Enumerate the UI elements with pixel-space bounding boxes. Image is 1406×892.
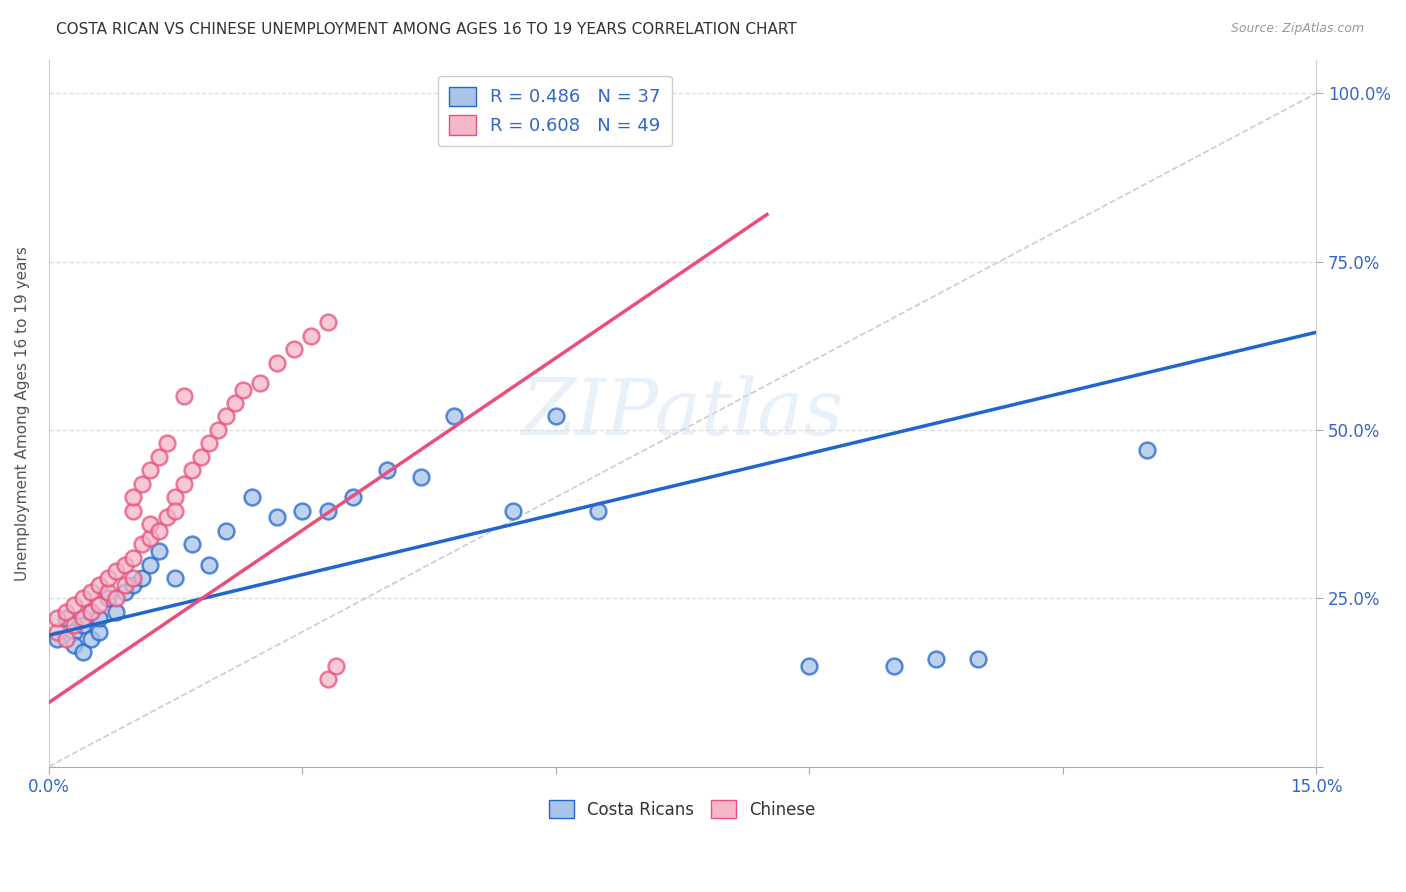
Point — [72, 645, 94, 659]
Point — [181, 537, 204, 551]
Point — [114, 578, 136, 592]
Point — [97, 591, 120, 606]
Point — [131, 537, 153, 551]
Point — [316, 672, 339, 686]
Point — [139, 558, 162, 572]
Point — [443, 409, 465, 424]
Point — [139, 517, 162, 532]
Point — [46, 632, 69, 646]
Point — [325, 658, 347, 673]
Text: ZIPatlas: ZIPatlas — [522, 375, 844, 451]
Point — [63, 598, 86, 612]
Point — [316, 315, 339, 329]
Point — [72, 618, 94, 632]
Point — [72, 611, 94, 625]
Point — [114, 558, 136, 572]
Point — [224, 396, 246, 410]
Point — [89, 598, 111, 612]
Point — [80, 632, 103, 646]
Point — [105, 605, 128, 619]
Point — [80, 584, 103, 599]
Point — [46, 624, 69, 639]
Point — [148, 524, 170, 538]
Point — [198, 436, 221, 450]
Point — [299, 328, 322, 343]
Point — [97, 571, 120, 585]
Point — [502, 504, 524, 518]
Point — [55, 605, 77, 619]
Point — [63, 639, 86, 653]
Point — [1136, 443, 1159, 458]
Point — [173, 476, 195, 491]
Point — [122, 578, 145, 592]
Point — [63, 618, 86, 632]
Point — [283, 342, 305, 356]
Point — [63, 624, 86, 639]
Point — [122, 504, 145, 518]
Point — [46, 611, 69, 625]
Point — [156, 436, 179, 450]
Point — [80, 605, 103, 619]
Point — [105, 564, 128, 578]
Point — [586, 504, 609, 518]
Point — [799, 658, 821, 673]
Point — [342, 490, 364, 504]
Text: Source: ZipAtlas.com: Source: ZipAtlas.com — [1230, 22, 1364, 36]
Point — [139, 463, 162, 477]
Point — [266, 355, 288, 369]
Point — [80, 605, 103, 619]
Point — [165, 571, 187, 585]
Point — [232, 383, 254, 397]
Point — [122, 571, 145, 585]
Point — [409, 470, 432, 484]
Point — [89, 624, 111, 639]
Point — [165, 504, 187, 518]
Point — [198, 558, 221, 572]
Point — [122, 490, 145, 504]
Point — [266, 510, 288, 524]
Legend: Costa Ricans, Chinese: Costa Ricans, Chinese — [543, 793, 823, 825]
Point — [375, 463, 398, 477]
Point — [173, 389, 195, 403]
Point — [967, 652, 990, 666]
Point — [215, 524, 238, 538]
Point — [148, 544, 170, 558]
Point — [97, 584, 120, 599]
Point — [291, 504, 314, 518]
Point — [148, 450, 170, 464]
Point — [240, 490, 263, 504]
Point — [139, 531, 162, 545]
Point — [883, 658, 905, 673]
Point — [156, 510, 179, 524]
Point — [925, 652, 948, 666]
Point — [249, 376, 271, 390]
Point — [316, 504, 339, 518]
Point — [55, 632, 77, 646]
Point — [131, 476, 153, 491]
Point — [72, 591, 94, 606]
Text: COSTA RICAN VS CHINESE UNEMPLOYMENT AMONG AGES 16 TO 19 YEARS CORRELATION CHART: COSTA RICAN VS CHINESE UNEMPLOYMENT AMON… — [56, 22, 797, 37]
Point — [55, 611, 77, 625]
Point — [114, 584, 136, 599]
Point — [207, 423, 229, 437]
Point — [89, 578, 111, 592]
Point — [544, 409, 567, 424]
Point — [190, 450, 212, 464]
Y-axis label: Unemployment Among Ages 16 to 19 years: Unemployment Among Ages 16 to 19 years — [15, 245, 30, 581]
Point — [131, 571, 153, 585]
Point — [165, 490, 187, 504]
Point — [105, 591, 128, 606]
Point — [215, 409, 238, 424]
Point — [181, 463, 204, 477]
Point — [122, 550, 145, 565]
Point — [89, 611, 111, 625]
